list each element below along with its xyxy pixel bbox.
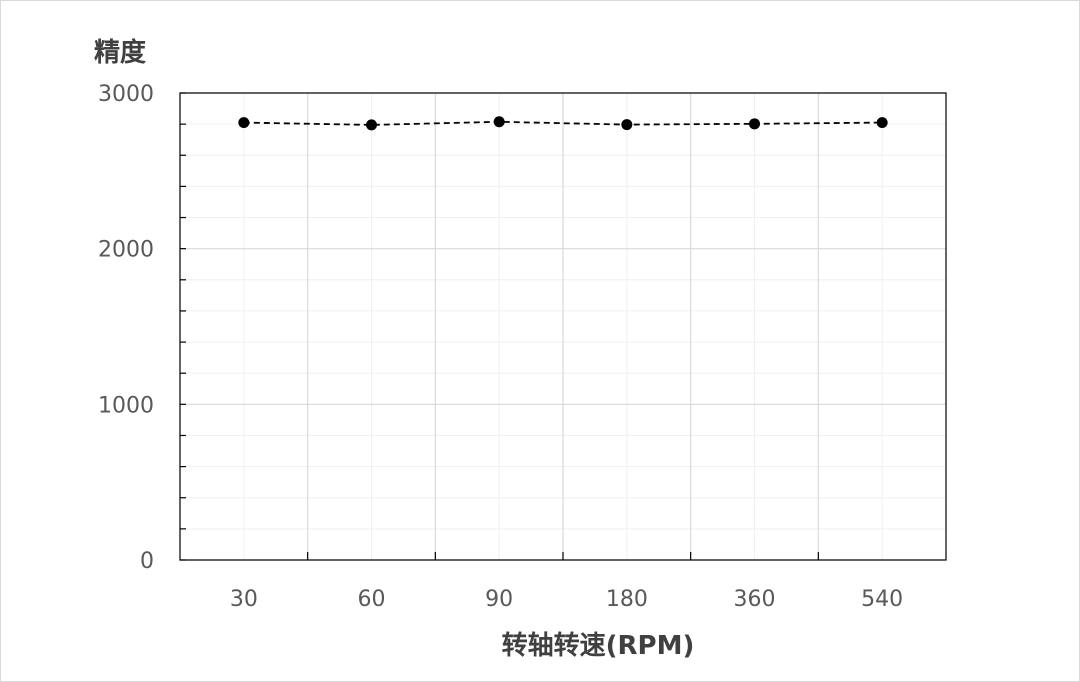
y-axis-title: 精度 bbox=[94, 37, 146, 68]
x-axis-title: 转轴转速(RPM) bbox=[502, 631, 695, 661]
x-tick-label: 60 bbox=[358, 587, 386, 612]
data-point bbox=[366, 119, 377, 131]
x-tick-label: 360 bbox=[734, 587, 776, 612]
tick-labels: 0 1000 2000 3000 30 60 90 180 360 540 bbox=[98, 82, 903, 612]
x-tick-label: 90 bbox=[485, 587, 513, 612]
y-tick-label: 2000 bbox=[98, 238, 154, 263]
data-point bbox=[876, 117, 888, 129]
x-tick-label: 540 bbox=[861, 587, 903, 612]
data-point bbox=[621, 119, 633, 131]
data-point bbox=[749, 118, 760, 130]
x-tick-label: 180 bbox=[606, 587, 648, 612]
y-tick-label: 1000 bbox=[98, 393, 154, 418]
y-tick-label: 3000 bbox=[98, 82, 154, 107]
series-line bbox=[243, 120, 883, 126]
y-tick-label: 0 bbox=[140, 549, 154, 574]
data-point bbox=[238, 117, 250, 129]
x-tick-label: 30 bbox=[230, 587, 258, 612]
data-point bbox=[493, 116, 505, 128]
axes bbox=[180, 92, 819, 561]
grid bbox=[180, 92, 946, 561]
series bbox=[238, 116, 888, 131]
